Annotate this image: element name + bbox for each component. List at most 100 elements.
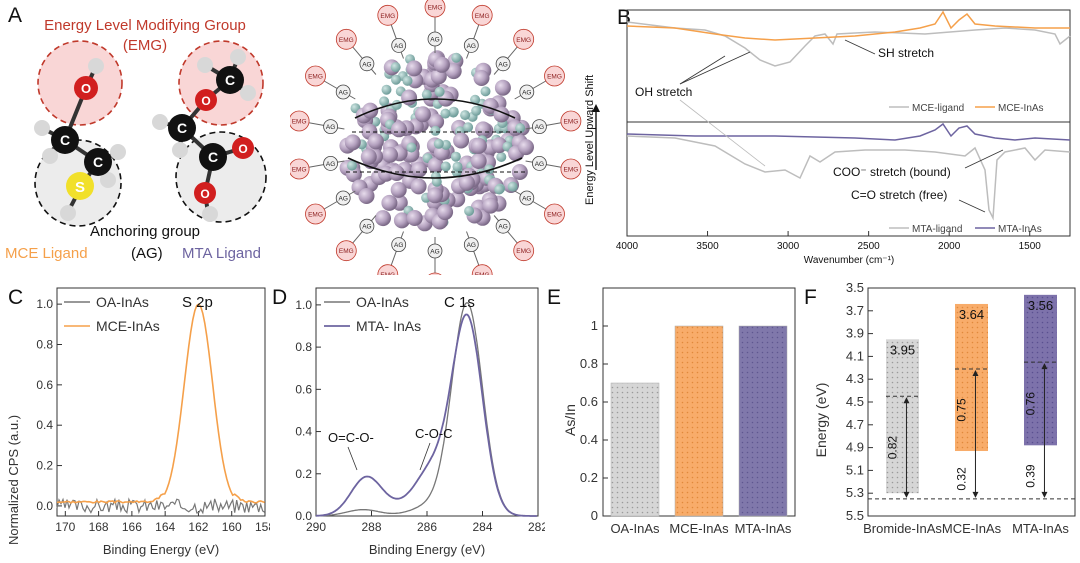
ag-tag-label: AG	[326, 161, 335, 168]
ann-co-stretch: C=O stretch (free)	[851, 188, 947, 202]
nanocrystal-atom	[391, 121, 407, 138]
mta-carbon-label-1: C	[225, 72, 235, 88]
ag-tag-label: AG	[394, 242, 403, 249]
nanocrystal-atom	[450, 151, 461, 162]
emg-tag-label: EMG	[563, 119, 578, 126]
ag-tag-label: AG	[522, 196, 531, 203]
ag-tag-circle	[391, 38, 407, 53]
ag-tag-label: AG	[394, 43, 403, 50]
nanocrystal-atom	[470, 153, 487, 169]
energy-level-bar	[886, 339, 919, 494]
nanocrystal-atom	[518, 139, 534, 156]
panel-f-ylabel: Energy (eV)	[813, 383, 829, 458]
emg-tag-circle	[288, 110, 310, 132]
nanocrystal-atom	[347, 160, 357, 171]
nanocrystal-atom	[452, 161, 463, 172]
emg-tag-circle	[471, 4, 493, 26]
emg-tag-label: EMG	[475, 13, 490, 20]
nanocrystal-atom	[406, 60, 423, 77]
panel-d-xlabel: Binding Energy (eV)	[369, 542, 485, 557]
panel-f-category-label: MTA-InAs	[1012, 521, 1069, 536]
ag-tag-label: AG	[522, 90, 531, 97]
panel-e-ylabel: As/In	[562, 404, 578, 436]
ag-tag-circle	[359, 56, 375, 72]
nanocrystal-atom	[473, 70, 490, 86]
ann-co-pointer	[958, 199, 986, 213]
as-in-bar	[738, 325, 788, 517]
emg-tag-label: EMG	[308, 212, 323, 219]
nanocrystal-illustration: AG EMG AG EMG AG EMG AG EMG AG EMG AG EMG AG EMG AG EMG…	[288, 0, 610, 294]
nanocrystal-atom	[464, 206, 475, 216]
emg-tag-circle	[424, 272, 446, 294]
nanocrystal-atom	[434, 86, 445, 97]
nanocrystal-atom	[414, 106, 431, 123]
ag-tag-label: AG	[430, 37, 439, 44]
panel-c-chart: C Normalized CPS (a.u.) 170 168 166 164 162 1…	[6, 286, 275, 557]
mta-oxygen-label-2: O	[238, 142, 247, 156]
panel-b-xlabel: Wavenumber (cm⁻¹)	[804, 255, 894, 266]
emg-tag-circle	[377, 4, 399, 26]
energy-level-bar	[955, 303, 988, 452]
panel-c-xlabel: Binding Energy (eV)	[103, 542, 219, 557]
emg-tag-circle	[424, 0, 446, 18]
nanocrystal-atom	[445, 63, 462, 80]
mta-ligand-label: MTA Ligand	[182, 245, 261, 262]
panel-b-frame	[626, 9, 1071, 237]
mce-inas-line	[626, 10, 1070, 41]
gap-arrowhead-bottom	[972, 491, 979, 498]
nanocrystal-atom	[402, 75, 413, 86]
panel-c-ytick-label: 0.0	[36, 499, 53, 513]
emg-tag-circle	[288, 158, 310, 180]
panel-f-ytick-label: 4.5	[846, 394, 864, 409]
legend-c-mce: MCE-InAs	[96, 318, 160, 334]
emg-tag-label: EMG	[516, 248, 531, 255]
panel-e-ytick-label: 0.2	[580, 470, 598, 485]
panel-c-frame	[56, 287, 266, 517]
mce-carbon-label-2: C	[93, 154, 103, 170]
nanocrystal-atom	[367, 133, 384, 150]
emg-title-line2: (EMG)	[123, 37, 167, 54]
emg-tag-circle	[305, 203, 326, 225]
nanocrystal-atom	[393, 212, 410, 229]
nanocrystal-atom	[407, 72, 424, 89]
emg-tag-label: EMG	[339, 248, 354, 255]
legend-bottom: MTA-ligand MTA-InAs	[889, 224, 1042, 235]
panel-b-xtick-label: 2500	[858, 241, 881, 252]
mce-oxygen-label: O	[81, 81, 91, 96]
panel-d-ytick-label: 1.0	[295, 298, 312, 312]
ag-tag-circle	[519, 190, 535, 206]
ag-tag-label: AG	[535, 124, 544, 131]
panel-d-ytick-label: 0.6	[295, 382, 312, 396]
nanocrystal-atom	[482, 197, 499, 214]
panel-b-xtick-label: 3000	[777, 241, 800, 252]
panel-a: A Energy Level Modifying Group (EMG) O C…	[0, 0, 290, 275]
gap-upper-label: 0.75	[955, 398, 969, 422]
ag-tag-label: AG	[338, 196, 347, 203]
panel-f-ytick-label: 5.5	[846, 508, 864, 523]
mta-oxygen-atom-3	[194, 182, 216, 204]
nanocrystal-atom	[433, 56, 450, 73]
nanocrystal-atom	[344, 134, 361, 151]
panel-e-ytick-label: 0.6	[580, 394, 598, 409]
mce-inas-trace-c	[56, 303, 265, 504]
legend-mta-inas: MTA-InAs	[998, 224, 1042, 235]
panel-c-letter: C	[8, 286, 23, 309]
panel-f-ytick-label: 4.1	[846, 348, 864, 363]
oa-inas-trace-d	[316, 301, 537, 517]
nanocrystal-atom	[453, 132, 470, 149]
panel-f-ytick-label: 4.7	[846, 417, 864, 432]
nanocrystal-atom	[440, 161, 451, 172]
mta-inas-line	[626, 122, 1071, 141]
emg-tag-label: EMG	[516, 37, 531, 44]
gap-arrowhead-bottom	[1041, 491, 1048, 498]
emg-tag-circle	[544, 203, 565, 225]
panel-f-ytick-label: 3.9	[846, 326, 864, 341]
emg-tag-circle	[544, 65, 565, 87]
panel-a-drawing: A Energy Level Modifying Group (EMG) O C…	[5, 4, 267, 262]
mce-oxygen-atom	[74, 76, 98, 100]
panel-f-ytick-label: 5.1	[846, 462, 864, 477]
nanocrystal-atom	[440, 108, 451, 119]
panel-e-ytick-label: 1	[591, 318, 598, 333]
panel-b-chart: B Energy Level Upward Shift 4000 3500 3000…	[584, 6, 1071, 266]
ag-tag-circle	[335, 84, 351, 100]
